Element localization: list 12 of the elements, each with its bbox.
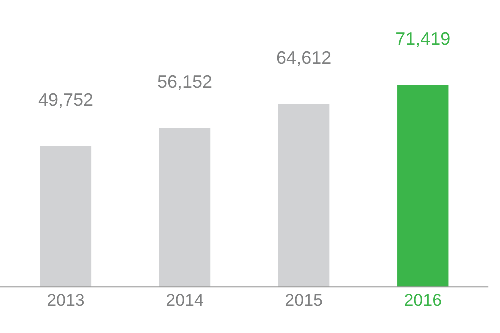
x-tick-label: 2014 (166, 291, 204, 310)
data-label: 49,752 (38, 90, 94, 110)
data-label: 56,152 (157, 72, 213, 92)
data-label: 64,612 (276, 48, 332, 68)
x-tick-label: 2015 (285, 291, 323, 310)
x-tick-label: 2013 (47, 291, 85, 310)
bar (398, 85, 449, 288)
bar (278, 104, 330, 288)
data-label: 71,419 (396, 28, 451, 49)
x-tick-label: 2016 (404, 291, 442, 310)
bar (40, 146, 92, 288)
bar (159, 128, 211, 288)
